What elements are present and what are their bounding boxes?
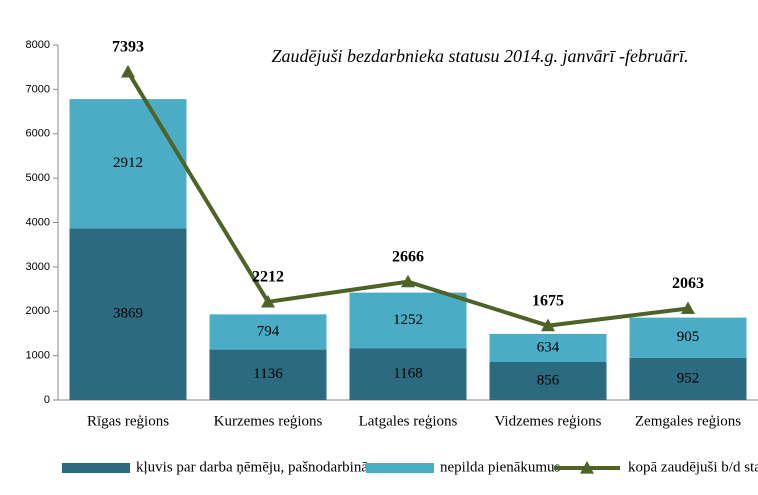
data-label: 1675 — [532, 292, 564, 309]
y-tick-label: 2000 — [26, 305, 50, 317]
x-tick-label: Zemgales reģions — [635, 413, 741, 429]
bar-segment — [629, 317, 747, 358]
legend-label: nepilda pienākumus — [440, 459, 561, 475]
data-label: 2212 — [252, 269, 284, 286]
y-tick-label: 5000 — [26, 172, 50, 184]
bar-segment — [209, 314, 327, 350]
bar-segment — [69, 99, 187, 229]
legend-label: kļuvis par darba ņēmēju, pašnodarbināto — [136, 459, 380, 475]
bar-segment — [209, 349, 327, 400]
data-label: 2666 — [392, 248, 424, 265]
bar-segment — [69, 228, 187, 400]
data-label: 2912 — [113, 155, 143, 171]
line-marker — [401, 274, 415, 288]
bar-segment — [349, 292, 467, 349]
bar-segment — [489, 333, 607, 363]
x-tick-label: Vidzemes reģions — [495, 413, 602, 429]
legend-swatch — [366, 463, 434, 473]
data-label: 856 — [537, 372, 560, 388]
y-tick-label: 3000 — [26, 261, 50, 273]
data-label: 2063 — [672, 275, 704, 292]
line-marker — [541, 318, 555, 332]
bar-segment — [629, 357, 747, 400]
chart-title: Zaudējuši bezdarbnieka statusu 2014.g. j… — [272, 46, 689, 66]
x-tick-label: Rīgas reģions — [87, 413, 169, 429]
y-tick-label: 6000 — [26, 128, 50, 140]
data-label: 7393 — [112, 39, 144, 56]
legend-swatch — [62, 463, 130, 473]
data-label: 1136 — [253, 366, 283, 382]
line-marker — [261, 294, 275, 308]
y-tick-label: 7000 — [26, 83, 50, 95]
data-label: 1168 — [393, 366, 422, 382]
legend-swatch — [580, 461, 594, 474]
x-tick-label: Kurzemes reģions — [214, 413, 323, 429]
data-label: 3869 — [113, 306, 143, 322]
data-label: 794 — [257, 323, 280, 339]
bar-segment — [349, 348, 467, 400]
line-marker — [681, 301, 695, 315]
y-tick-label: 4000 — [26, 216, 50, 228]
y-tick-label: 0 — [44, 394, 50, 406]
x-tick-label: Latgales reģions — [359, 413, 458, 429]
data-label: 905 — [677, 329, 700, 345]
y-tick-label: 1000 — [26, 350, 50, 362]
line-marker — [121, 64, 135, 78]
y-tick-label: 8000 — [26, 39, 50, 51]
data-label: 1252 — [393, 312, 423, 328]
bar-segment — [489, 362, 607, 400]
legend-label: kopā zaudējuši b/d statusu — [628, 459, 758, 475]
data-label: 952 — [677, 370, 700, 386]
line-series — [126, 70, 689, 328]
data-label: 634 — [537, 339, 560, 355]
